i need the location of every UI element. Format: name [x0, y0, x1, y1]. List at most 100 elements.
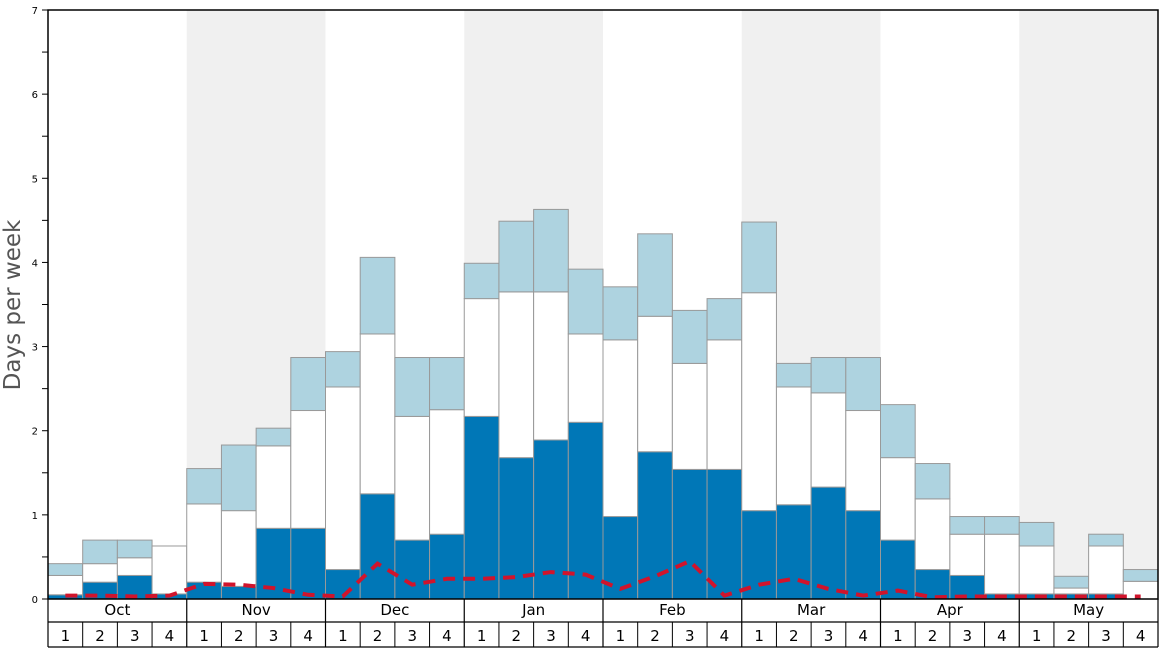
dashed-line [65, 558, 1141, 600]
week-label: 1 [338, 627, 348, 645]
bar-light-16 [567, 268, 604, 335]
bar-dark-13 [463, 415, 500, 600]
bar-white-16 [567, 333, 604, 423]
bar-dark-23 [810, 486, 847, 600]
bar-dark-8 [290, 527, 326, 600]
week-label: 4 [720, 627, 730, 645]
bar-light-30 [1053, 575, 1090, 589]
bar-light-6 [220, 444, 257, 512]
bar-white-7 [255, 445, 292, 529]
bar-light-1 [47, 563, 84, 576]
bar-light-20 [706, 298, 743, 341]
bar-white-17 [602, 339, 639, 518]
y-tick-label: 4 [32, 258, 38, 269]
y-tick-label: 1 [32, 511, 38, 522]
bar-dark-22 [775, 504, 812, 600]
week-label: 4 [858, 627, 868, 645]
bar-white-25 [880, 457, 916, 541]
week-label: 1 [199, 627, 209, 645]
bar-light-2 [82, 539, 118, 565]
week-label: 4 [303, 627, 313, 645]
week-label: 2 [512, 627, 522, 645]
week-label: 2 [373, 627, 383, 645]
bar-dark-17 [602, 516, 639, 600]
y-tick-label: 2 [32, 427, 38, 438]
week-label: 4 [581, 627, 591, 645]
bar-light-24 [845, 357, 881, 412]
week-label: 2 [789, 627, 799, 645]
y-axis-label: Days per week [0, 219, 26, 390]
bar-white-15 [533, 291, 569, 441]
week-label: 3 [407, 627, 417, 645]
bar-light-13 [463, 262, 500, 300]
bar-dark-19 [671, 468, 708, 600]
bar-light-19 [671, 309, 708, 364]
week-label: 4 [165, 627, 175, 645]
week-label: 1 [616, 627, 626, 645]
bar-white-13 [463, 298, 500, 417]
bar-white-11 [394, 415, 431, 541]
week-label: 1 [1032, 627, 1042, 645]
bar-white-30 [1053, 587, 1090, 595]
bar-dark-20 [706, 468, 743, 600]
bar-white-8 [290, 410, 326, 529]
week-label: 3 [546, 627, 556, 645]
week-label: 1 [477, 627, 487, 645]
month-label-dec: Dec [380, 601, 409, 619]
week-label: 3 [269, 627, 279, 645]
week-label: 2 [928, 627, 938, 645]
y-tick-label: 5 [32, 174, 38, 185]
bar-white-21 [741, 292, 777, 512]
bar-light-12 [429, 357, 465, 411]
week-label: 2 [234, 627, 244, 645]
week-label: 4 [997, 627, 1007, 645]
bar-light-26 [914, 463, 951, 500]
month-label-mar: Mar [797, 601, 826, 619]
bar-light-14 [498, 220, 535, 293]
bar-light-21 [741, 221, 777, 294]
bar-light-7 [255, 427, 292, 447]
week-label: 3 [130, 627, 140, 645]
bar-white-4 [151, 545, 188, 595]
month-label-apr: Apr [937, 601, 964, 619]
week-label: 4 [1136, 627, 1146, 645]
month-label-jan: Jan [521, 601, 545, 619]
bar-light-18 [637, 233, 673, 317]
bar-light-9 [325, 351, 361, 388]
bar-light-22 [775, 362, 812, 388]
bar-white-12 [429, 409, 465, 535]
week-label: 2 [1067, 627, 1077, 645]
week-label: 3 [824, 627, 834, 645]
bar-white-20 [706, 339, 743, 470]
bar-light-23 [810, 357, 847, 394]
bar-white-26 [914, 498, 951, 571]
week-label: 2 [650, 627, 660, 645]
bar-dark-10 [359, 493, 396, 600]
bar-white-29 [1018, 545, 1055, 595]
bar-dark-15 [533, 439, 569, 600]
bar-light-27 [949, 516, 986, 535]
month-label-oct: Oct [104, 601, 130, 619]
week-label: 1 [893, 627, 903, 645]
bar-light-25 [880, 404, 916, 459]
y-tick-label: 3 [32, 343, 38, 354]
bar-white-9 [325, 386, 361, 571]
dashed-line-series [65, 558, 1141, 600]
month-label-feb: Feb [659, 601, 686, 619]
bar-dark-12 [429, 533, 465, 600]
bar-dark-24 [845, 510, 881, 600]
bar-dark-11 [394, 539, 431, 600]
week-label: 3 [685, 627, 695, 645]
bar-light-29 [1018, 521, 1055, 547]
y-tick-label: 6 [32, 90, 38, 101]
y-tick-label: 7 [32, 6, 38, 17]
bar-white-3 [116, 557, 153, 576]
y-axis: 0 1 2 3 4 5 6 7 [32, 6, 48, 606]
month-band-may [1019, 10, 1158, 599]
y-tick-label: 0 [32, 595, 38, 606]
bar-white-22 [775, 386, 812, 506]
month-label-nov: Nov [241, 601, 270, 619]
bar-light-10 [359, 256, 396, 335]
bar-light-3 [116, 539, 153, 559]
week-label: 4 [442, 627, 452, 645]
